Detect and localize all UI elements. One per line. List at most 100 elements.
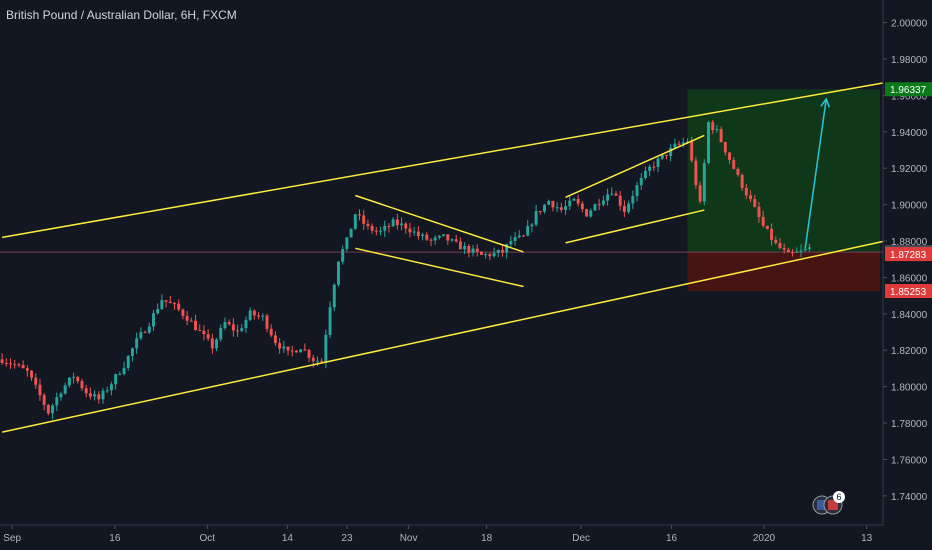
x-tick-label: Oct (200, 533, 216, 544)
candle-body (492, 252, 496, 257)
candle-body (454, 239, 458, 242)
candle-body (479, 251, 483, 255)
candle-body (458, 241, 462, 250)
candle-body (601, 200, 605, 205)
candle-body (383, 226, 387, 231)
candle-body (252, 310, 256, 316)
candle-body (387, 226, 391, 228)
candle-body (627, 203, 631, 212)
candle-body (690, 141, 694, 161)
candle-body (765, 225, 769, 229)
candle-body (677, 143, 681, 145)
x-tick-label: 18 (481, 533, 493, 544)
candle-body (286, 346, 290, 351)
candle-body (109, 384, 113, 391)
y-tick-label: 1.84000 (891, 310, 928, 321)
candle-body (572, 198, 576, 201)
price-label-box (885, 82, 932, 97)
candle-body (160, 300, 164, 310)
candle-body (152, 313, 155, 327)
candle-body (278, 343, 282, 349)
x-tick-label: 16 (666, 533, 678, 544)
candle-body (353, 214, 357, 229)
candle-body (538, 211, 542, 213)
y-tick-label: 1.86000 (891, 273, 928, 284)
candle-body (749, 195, 753, 200)
candle-body (433, 237, 437, 241)
candle-body (202, 330, 206, 335)
candle-body (215, 339, 219, 349)
candle-body (189, 320, 193, 322)
candle-body (791, 252, 795, 254)
candle-body (736, 168, 740, 175)
x-tick-label: Sep (3, 533, 21, 544)
candle-body (547, 201, 551, 205)
candle-body (97, 394, 101, 400)
candle-body (753, 199, 757, 207)
candle-body (332, 284, 336, 308)
candle-body (223, 322, 227, 329)
candle-body (366, 223, 370, 227)
candle-body (673, 143, 677, 148)
candle-body (669, 147, 673, 156)
x-tick-label: 14 (282, 533, 294, 544)
candle-body (324, 334, 328, 362)
candle-body (311, 357, 315, 362)
candle-body (4, 362, 8, 364)
candle-body (429, 239, 433, 241)
candle-body (551, 201, 555, 208)
candle-body (425, 234, 429, 240)
candle-body (639, 178, 643, 186)
candle-body (664, 154, 668, 156)
candle-body (597, 204, 601, 206)
candle-body (181, 309, 185, 316)
candle-body (320, 360, 324, 362)
candle-body (500, 249, 504, 253)
wedge-lower-line (355, 247, 524, 288)
candle-body (589, 210, 593, 217)
candle-body (63, 385, 67, 394)
candle-body (770, 228, 774, 240)
candle-body (114, 374, 118, 385)
candle-body (147, 326, 151, 333)
candle-body (543, 204, 546, 212)
candle-body (105, 390, 109, 392)
candle-body (227, 322, 231, 325)
candle-body (9, 363, 12, 365)
candle-body (248, 310, 252, 320)
candle-body (240, 328, 244, 332)
candle-body (711, 122, 715, 131)
candle-body (362, 215, 366, 224)
candle-body (757, 206, 761, 218)
candle-body (349, 228, 353, 238)
x-tick-label: 2020 (753, 533, 776, 544)
candle-body (42, 395, 46, 405)
candle-body (707, 122, 710, 163)
notification-count: 6 (836, 492, 841, 502)
candle-body (715, 129, 719, 131)
candle-body (728, 152, 731, 160)
stop-zone (687, 252, 880, 292)
candle-body (421, 234, 425, 236)
candle-body (442, 234, 446, 236)
candle-body (702, 162, 706, 202)
candle-body (555, 207, 559, 209)
projection-arrow-head (820, 97, 831, 108)
candle-body (614, 193, 618, 196)
x-tick-label: Dec (572, 533, 590, 544)
candle-body (13, 364, 17, 366)
candle-body (206, 334, 210, 339)
candle-body (34, 377, 38, 385)
price-label: 1.87283 (890, 250, 927, 261)
y-tick-label: 2.00000 (891, 19, 928, 30)
candle-body (475, 248, 479, 252)
candle-body (471, 248, 475, 253)
candle-body (530, 224, 534, 227)
candle-body (21, 364, 25, 369)
candle-body (374, 230, 378, 232)
x-tick-label: 16 (109, 533, 121, 544)
candle-body (257, 315, 261, 317)
candle-body (38, 384, 42, 396)
candle-body (580, 203, 584, 210)
